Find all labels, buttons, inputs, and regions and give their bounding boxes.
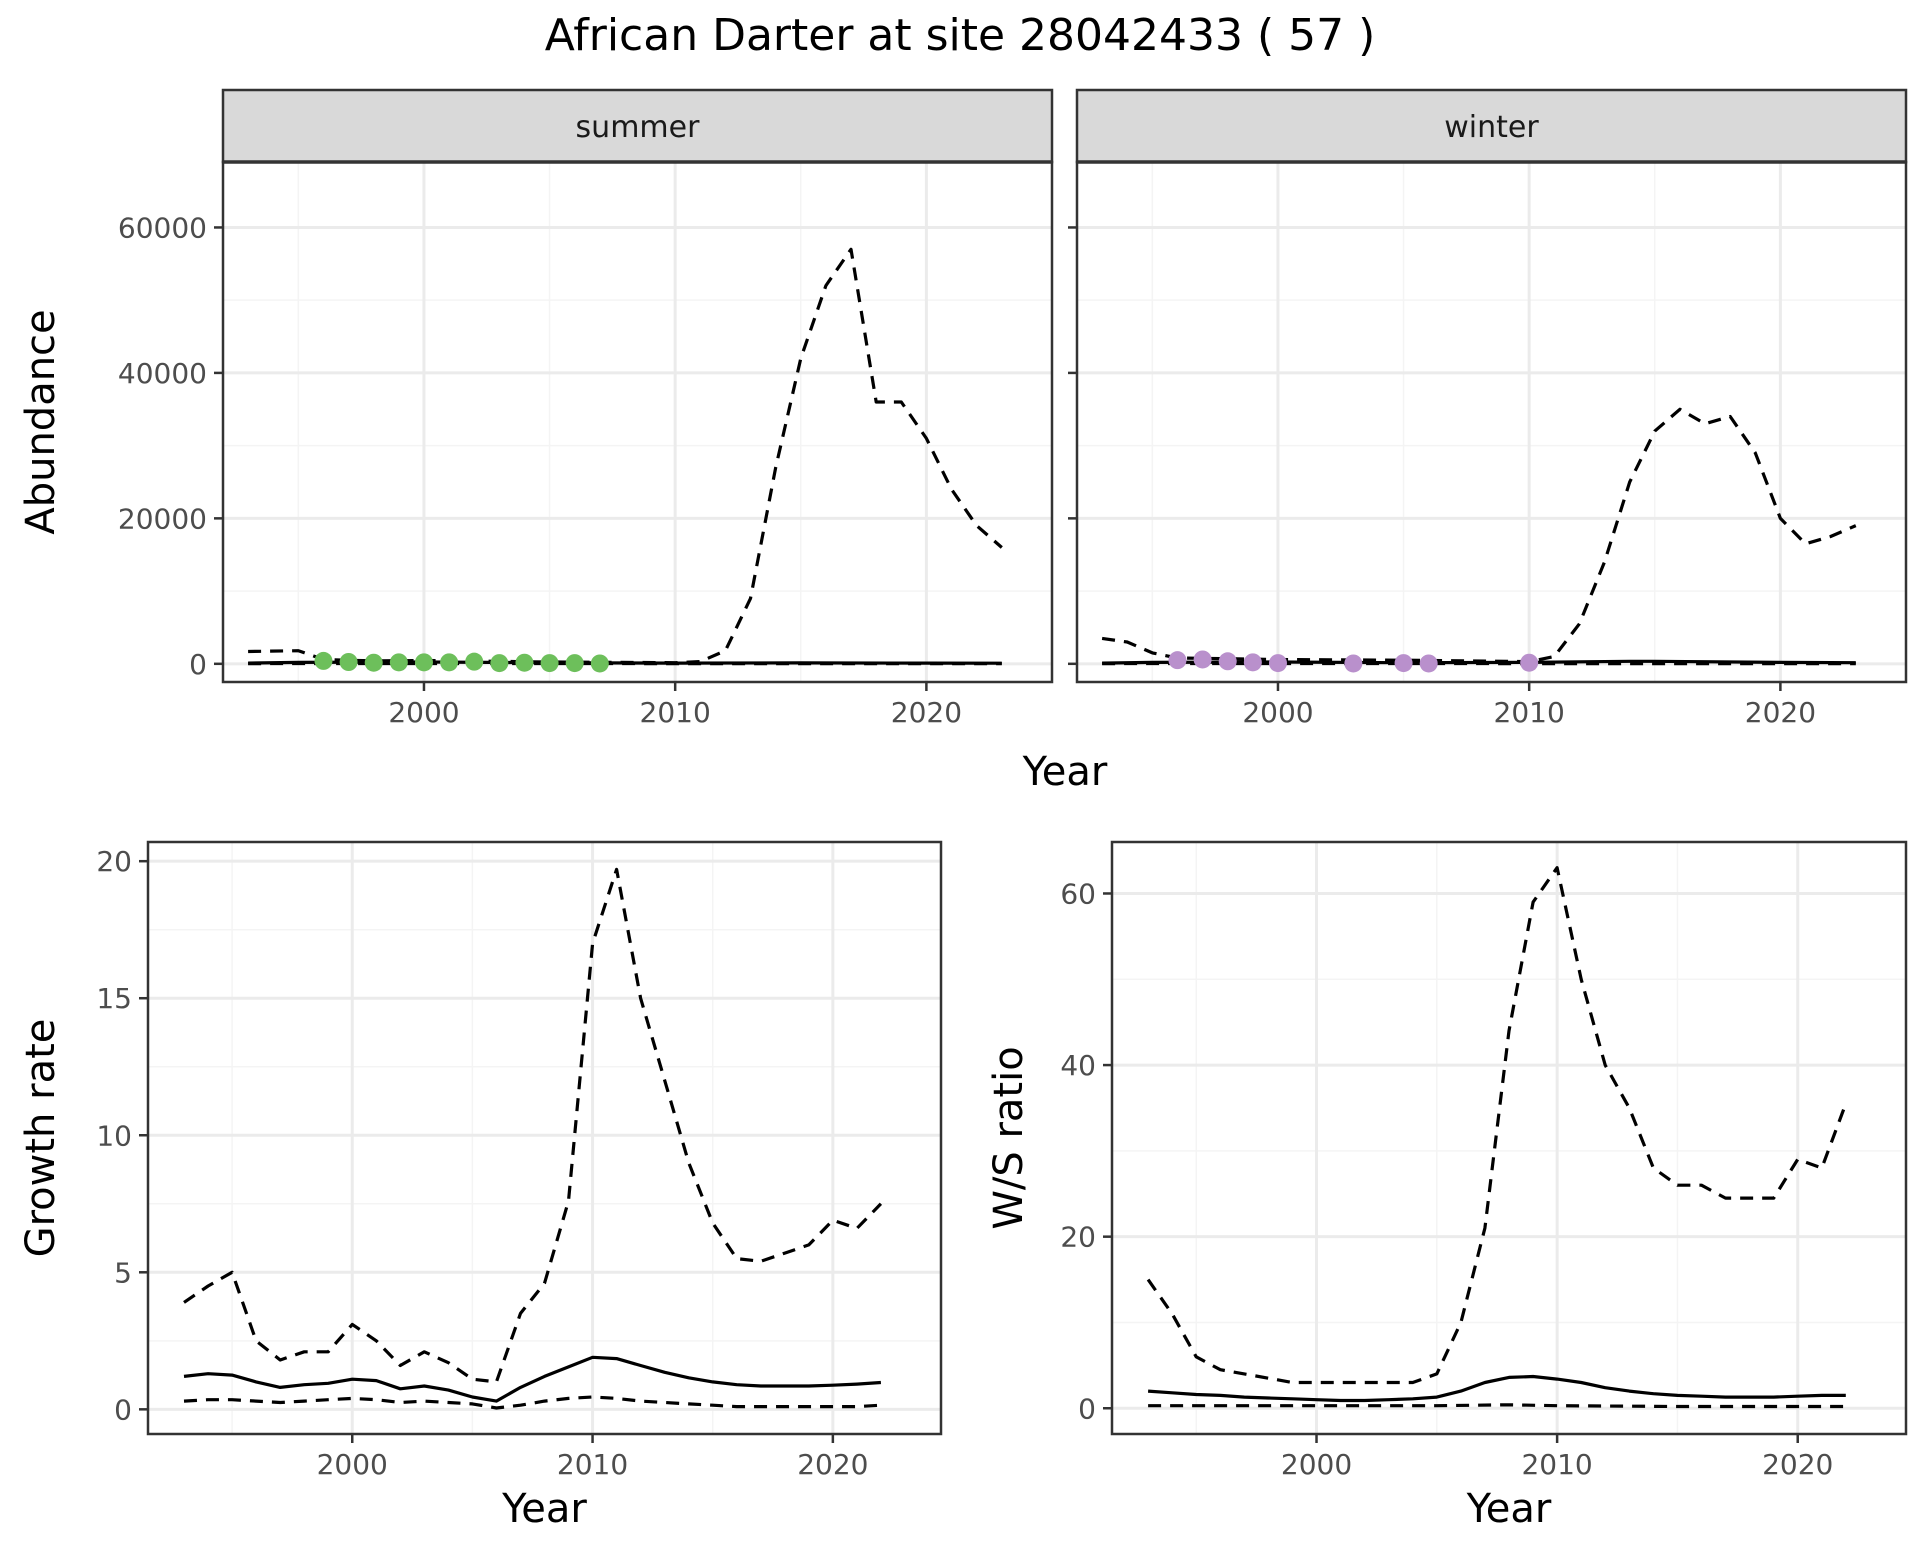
data-point — [1344, 654, 1363, 673]
data-point — [465, 652, 484, 671]
x-axis-title: Year — [1466, 1486, 1552, 1532]
chart-title: African Darter at site 28042433 ( 57 ) — [545, 10, 1376, 61]
y-tick-label: 40000 — [118, 357, 207, 390]
panel-background — [1077, 162, 1906, 682]
x-tick-label: 2020 — [1762, 1448, 1833, 1481]
panel-growth: 2000 2010 2020 0 5 10 15 20 Growth rate Year — [18, 840, 943, 1532]
x-axis-title: Year — [501, 1486, 587, 1532]
x-tick-label: 2020 — [891, 696, 962, 729]
x-tick-label: 2010 — [1521, 1448, 1592, 1481]
x-tick-label: 2020 — [1745, 696, 1816, 729]
panel-border — [1110, 840, 1908, 1436]
y-axis-title: Growth rate — [18, 1019, 64, 1258]
series-line-0-solid — [1147, 1374, 1846, 1403]
x-tick-label: 2010 — [1494, 696, 1565, 729]
series-line-0-solid — [183, 1355, 882, 1403]
y-tick-label: 5 — [114, 1256, 132, 1289]
y-tick-label: 10 — [96, 1119, 132, 1152]
data-point — [590, 654, 609, 673]
panel-background — [1112, 842, 1906, 1434]
x-tick-label: 2000 — [317, 1448, 388, 1481]
x-tick-label: 2010 — [640, 696, 711, 729]
data-point — [1520, 653, 1539, 672]
series-line-2-dashed — [183, 1395, 881, 1410]
series-line-1-dashed — [1146, 866, 1848, 1385]
y-tick-label: 60000 — [118, 211, 207, 244]
y-tick-label: 20 — [96, 845, 132, 878]
data-point — [389, 653, 408, 672]
y-axis-title: W/S ratio — [986, 1046, 1032, 1229]
top-x-axis-title: Year — [1022, 749, 1108, 795]
data-point — [1193, 650, 1212, 669]
panel-summer: summer 2000 2010 2020 0 20000 40000 60000 Abunda… — [18, 88, 1054, 729]
data-point — [314, 651, 333, 670]
data-point — [339, 653, 358, 671]
panel-ratio: 2000 2010 2020 0 20 40 60 W/S ratio Year — [986, 840, 1908, 1532]
y-tick-label: 0 — [114, 1393, 132, 1426]
panel-background — [148, 842, 941, 1434]
panel-winter: winter 2000 2010 2020 — [1068, 88, 1908, 729]
y-tick-label: 40 — [1060, 1049, 1096, 1082]
data-point — [414, 653, 433, 672]
series-line-1-dashed — [183, 867, 883, 1384]
data-point — [490, 654, 509, 673]
data-point — [540, 654, 559, 673]
data-point — [515, 653, 534, 672]
y-tick-label: 60 — [1060, 877, 1096, 910]
y-tick-label: 0 — [189, 648, 207, 681]
data-point — [1168, 651, 1187, 670]
y-tick-label: 20 — [1060, 1221, 1096, 1254]
series-line-2-dashed — [1148, 1403, 1846, 1409]
x-tick-label: 2000 — [1281, 1448, 1352, 1481]
data-point — [1419, 654, 1438, 673]
data-point — [1394, 654, 1413, 673]
data-point — [1218, 652, 1237, 671]
data-point — [1243, 653, 1262, 672]
x-tick-label: 2000 — [388, 696, 459, 729]
data-point — [440, 653, 459, 672]
facet-strip-label: winter — [1444, 110, 1539, 145]
data-point — [565, 654, 584, 673]
facet-strip — [1075, 88, 1908, 164]
y-tick-label: 15 — [96, 982, 132, 1015]
y-tick-label: 20000 — [118, 502, 207, 535]
x-tick-label: 2020 — [797, 1448, 868, 1481]
panel-border — [146, 840, 943, 1436]
y-axis-title: Abundance — [18, 309, 64, 534]
facet-strip-label: summer — [576, 110, 701, 145]
x-tick-label: 2010 — [557, 1448, 628, 1481]
y-tick-label: 0 — [1078, 1392, 1096, 1425]
data-point — [364, 653, 383, 672]
data-point — [1268, 654, 1287, 673]
x-tick-label: 2000 — [1242, 696, 1313, 729]
